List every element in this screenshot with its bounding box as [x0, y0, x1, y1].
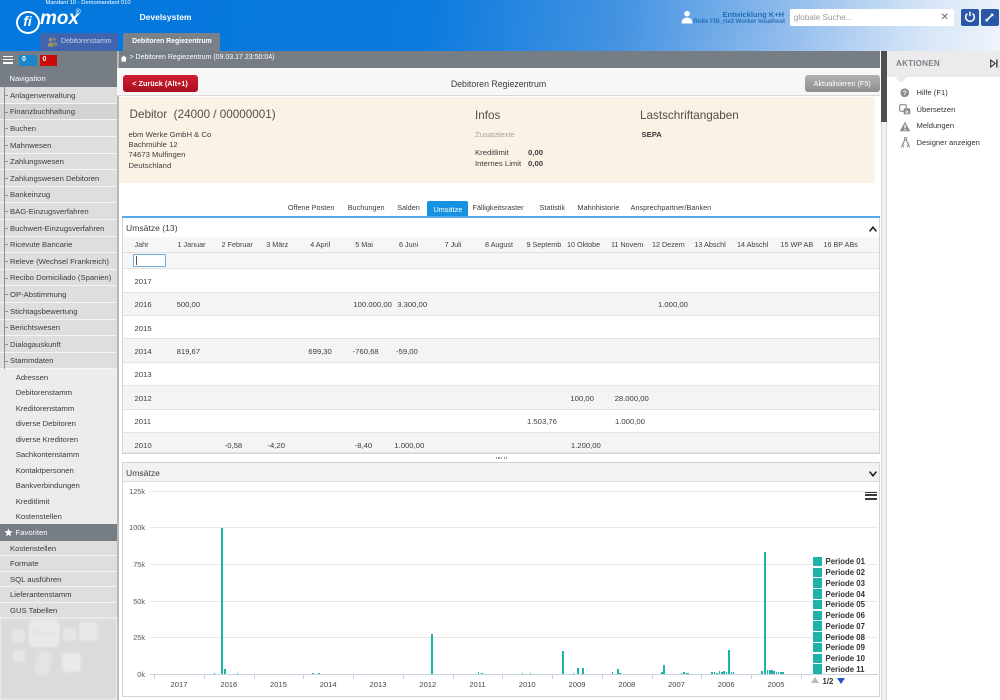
svg-text:a: a — [905, 109, 909, 115]
svg-text:?: ? — [902, 90, 906, 97]
